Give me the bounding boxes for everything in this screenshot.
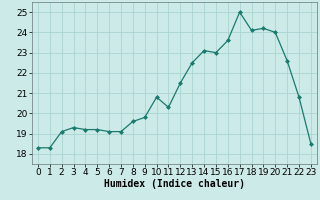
X-axis label: Humidex (Indice chaleur): Humidex (Indice chaleur) [104, 179, 245, 189]
